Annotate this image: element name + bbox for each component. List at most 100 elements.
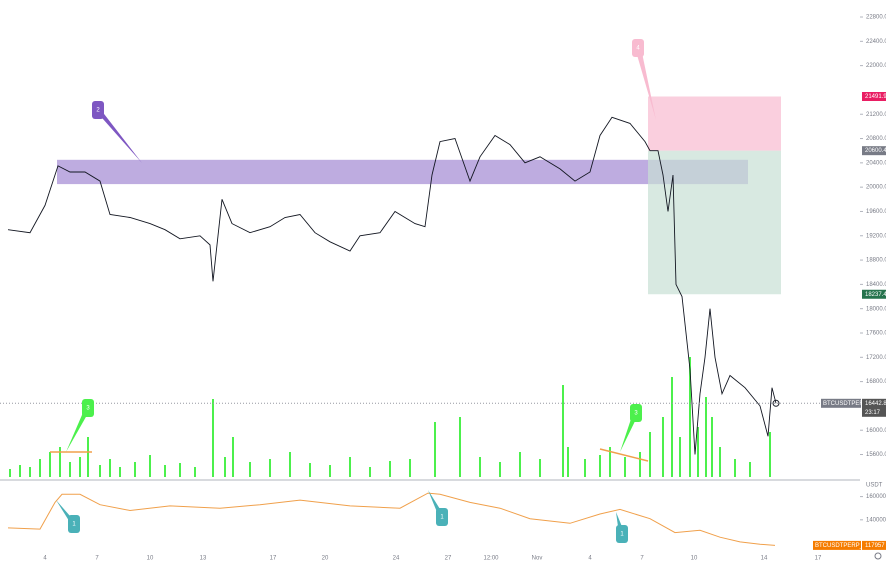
x-tick-label: 7	[640, 556, 644, 562]
volume-bar	[212, 399, 214, 477]
last-point	[772, 399, 780, 407]
callout-pointer	[66, 408, 91, 452]
price-tag-label: 21491.9	[865, 94, 886, 100]
volume-bar	[149, 455, 151, 477]
callout-label: 1	[440, 515, 444, 521]
callout-label: 3	[86, 406, 90, 412]
callout-box	[616, 525, 628, 543]
volume-bar	[697, 427, 699, 477]
volume-bar	[434, 422, 436, 477]
zone	[57, 159, 748, 185]
volume-bar	[769, 432, 771, 477]
oi-unit: USDT	[866, 483, 883, 489]
x-tick-label: 17	[815, 556, 822, 562]
volume-bar	[269, 459, 271, 477]
volume-bar	[671, 377, 673, 477]
volume-bar	[649, 432, 651, 477]
x-tick-label: 13	[200, 556, 207, 562]
price-tag-label: 18237.4	[865, 292, 886, 298]
symbol-label: BTCUSDTPERP	[823, 401, 868, 407]
x-tick-label: 7	[95, 556, 99, 562]
volume-bar	[87, 437, 89, 477]
y-tick-label: 22400.0	[866, 39, 886, 45]
y-tick-label: 20800.0	[866, 136, 886, 142]
callout-box	[630, 404, 642, 422]
volume-bar	[662, 417, 664, 477]
volume-bar	[69, 462, 71, 477]
y-tick-label: 19200.0	[866, 233, 886, 239]
y-tick-label: 20400.0	[866, 160, 886, 166]
volume-bar	[599, 455, 601, 477]
oi-symbol-tag	[813, 540, 861, 550]
y-tick-label: 18400.0	[866, 282, 886, 288]
y-tick-label: 22800.0	[866, 15, 886, 21]
price-tag-label: 20600.4	[865, 148, 886, 154]
callout-box	[68, 515, 80, 533]
x-tick-label: 24	[393, 556, 400, 562]
y2-tick-label: 160000.0	[866, 494, 886, 500]
volume-bar	[562, 385, 564, 477]
y-tick-label: 17200.0	[866, 355, 886, 361]
y-tick-label: 17600.0	[866, 331, 886, 337]
volume-bar	[705, 397, 707, 477]
price-tag	[862, 146, 886, 156]
callout-label: 3	[634, 411, 638, 417]
callout-pointer	[635, 48, 656, 120]
x-tick-label: 14	[761, 556, 768, 562]
x-tick-label: 10	[147, 556, 154, 562]
volume-bar	[624, 457, 626, 477]
volume-bar	[224, 457, 226, 477]
y-tick-label: 22000.0	[866, 63, 886, 69]
volume-bar	[749, 462, 751, 477]
y2-tick-label: 140000.0	[866, 517, 886, 523]
volume-bar	[689, 357, 691, 477]
last-tag	[862, 398, 886, 417]
volume-bar	[389, 461, 391, 477]
oi-symbol-label: BTCUSDTPERP_OI	[815, 543, 870, 549]
callout-pointer	[95, 110, 142, 163]
callout-pointer	[620, 413, 639, 452]
y-tick-label: 18000.0	[866, 306, 886, 312]
volume-bar	[49, 452, 51, 477]
price-tag	[862, 91, 886, 101]
volume-bar	[519, 452, 521, 477]
volume-bar	[39, 459, 41, 477]
y-tick-label: 16800.0	[866, 379, 886, 385]
callout-box	[92, 101, 104, 119]
volume-bar	[459, 417, 461, 477]
countdown: 23:17	[865, 410, 881, 416]
callout-label: 1	[72, 522, 76, 528]
y-tick-label: 16000.0	[866, 428, 886, 434]
volume-bar	[734, 459, 736, 477]
volume-bar	[309, 463, 311, 477]
y-tick-label: 18800.0	[866, 258, 886, 264]
x-tick-label: 4	[43, 556, 47, 562]
volume-bar	[539, 459, 541, 477]
volume-bar	[164, 465, 166, 477]
volume-bar	[329, 465, 331, 477]
volume-bar	[567, 447, 569, 477]
callout-label: 4	[636, 46, 640, 52]
y-tick-label: 21200.0	[866, 112, 886, 118]
x-tick-label: 17	[270, 556, 277, 562]
callout-box	[82, 399, 94, 417]
y-tick-label: 15600.0	[866, 452, 886, 458]
callout-box	[436, 508, 448, 526]
volume-bar	[584, 459, 586, 477]
settings-icon[interactable]	[874, 552, 882, 560]
oi-last-tag	[862, 540, 886, 550]
volume-bar	[109, 459, 111, 477]
last-label: 16442.8	[865, 401, 886, 407]
x-tick-label: 20	[322, 556, 329, 562]
volume-bar	[711, 417, 713, 477]
volume-bar	[719, 447, 721, 477]
callout-label: 1	[620, 532, 624, 538]
callout-label: 2	[96, 108, 100, 114]
x-tick-label: 4	[588, 556, 592, 562]
x-tick-label: 12:00	[483, 556, 499, 562]
volume-bar	[9, 469, 11, 477]
symbol-tag	[821, 398, 861, 408]
volume-bar	[369, 467, 371, 477]
x-tick-label: Nov	[532, 556, 543, 562]
